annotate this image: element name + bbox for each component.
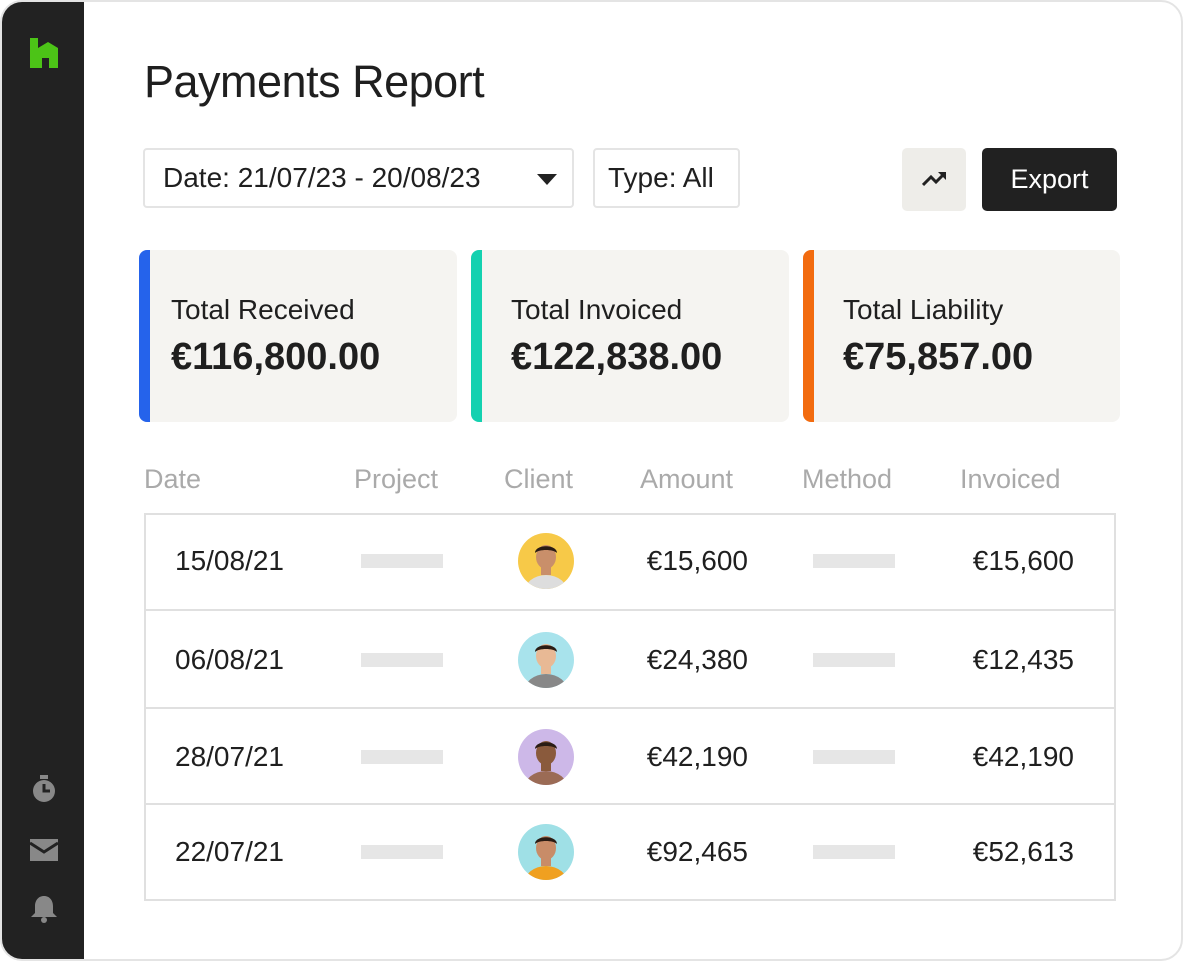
invoiced-cell: €15,600	[972, 545, 1074, 576]
column-header: Project	[354, 464, 439, 494]
timer-icon[interactable]	[30, 774, 58, 804]
bell-icon[interactable]	[30, 894, 58, 924]
card-value: €122,838.00	[511, 336, 723, 378]
date-cell: 22/07/21	[175, 836, 284, 867]
amount-cell: €42,190	[646, 741, 748, 772]
column-header: Date	[144, 464, 202, 494]
invoiced-cell: €42,190	[972, 741, 1074, 772]
project-placeholder	[361, 845, 443, 859]
summary-card: Total Invoiced €122,838.00	[471, 250, 789, 422]
date-filter[interactable]: Date: 21/07/23 - 20/08/23	[143, 148, 574, 208]
summary-card: Total Received €116,800.00	[139, 250, 457, 422]
sidebar	[2, 2, 84, 959]
summary-card: Total Liability €75,857.00	[803, 250, 1120, 422]
table-row: 06/08/21 €24,380 €12,435	[146, 609, 1114, 709]
client-avatar	[518, 632, 574, 688]
column-header: Amount	[640, 464, 734, 494]
date-filter-label: Date: 21/07/23 - 20/08/23	[163, 162, 481, 193]
method-placeholder	[813, 845, 895, 859]
page-title: Payments Report	[144, 56, 485, 107]
column-header: Method	[802, 464, 893, 494]
project-placeholder	[361, 554, 443, 568]
card-label: Total Received	[171, 294, 355, 325]
method-placeholder	[813, 554, 895, 568]
chart-button[interactable]	[902, 148, 966, 211]
invoiced-cell: €12,435	[972, 644, 1074, 675]
card-label: Total Invoiced	[511, 294, 683, 325]
method-placeholder	[813, 750, 895, 764]
invoiced-cell: €52,613	[972, 836, 1074, 867]
avatar-face	[524, 644, 568, 688]
project-placeholder	[361, 653, 443, 667]
logo[interactable]	[28, 36, 60, 70]
project-placeholder	[361, 750, 443, 764]
card-value: €116,800.00	[171, 336, 381, 378]
amount-cell: €24,380	[646, 644, 748, 675]
avatar-face	[524, 545, 568, 589]
client-avatar	[518, 533, 574, 589]
card-value: €75,857.00	[843, 336, 1034, 378]
card-accent	[139, 250, 150, 422]
trend-icon	[922, 172, 946, 187]
amount-cell: €15,600	[646, 545, 748, 576]
dropdown-arrow	[537, 174, 557, 185]
avatar-face	[524, 836, 568, 880]
mail-icon[interactable]	[29, 838, 59, 862]
column-header: Invoiced	[960, 464, 1061, 494]
date-cell: 28/07/21	[175, 741, 284, 772]
client-avatar	[518, 824, 574, 880]
date-cell: 06/08/21	[175, 644, 284, 675]
column-header: Client	[504, 464, 574, 494]
table-row: 15/08/21 €15,600 €15,600	[146, 513, 1114, 609]
table-row: 28/07/21 €42,190 €42,190	[146, 707, 1114, 805]
card-accent	[471, 250, 482, 422]
card-label: Total Liability	[843, 294, 1004, 325]
payments-table: 15/08/21 €15,600 €15,600 06/08/21 €24,380 €12…	[144, 513, 1116, 901]
method-placeholder	[813, 653, 895, 667]
type-filter-label: Type: All	[608, 162, 714, 193]
type-filter[interactable]: Type: All	[593, 148, 740, 208]
date-cell: 15/08/21	[175, 545, 284, 576]
amount-cell: €92,465	[646, 836, 748, 867]
avatar-face	[524, 741, 568, 785]
card-accent	[803, 250, 814, 422]
export-button[interactable]: Export	[982, 148, 1117, 211]
client-avatar	[518, 729, 574, 785]
table-row: 22/07/21 €92,465 €52,613	[146, 803, 1114, 899]
